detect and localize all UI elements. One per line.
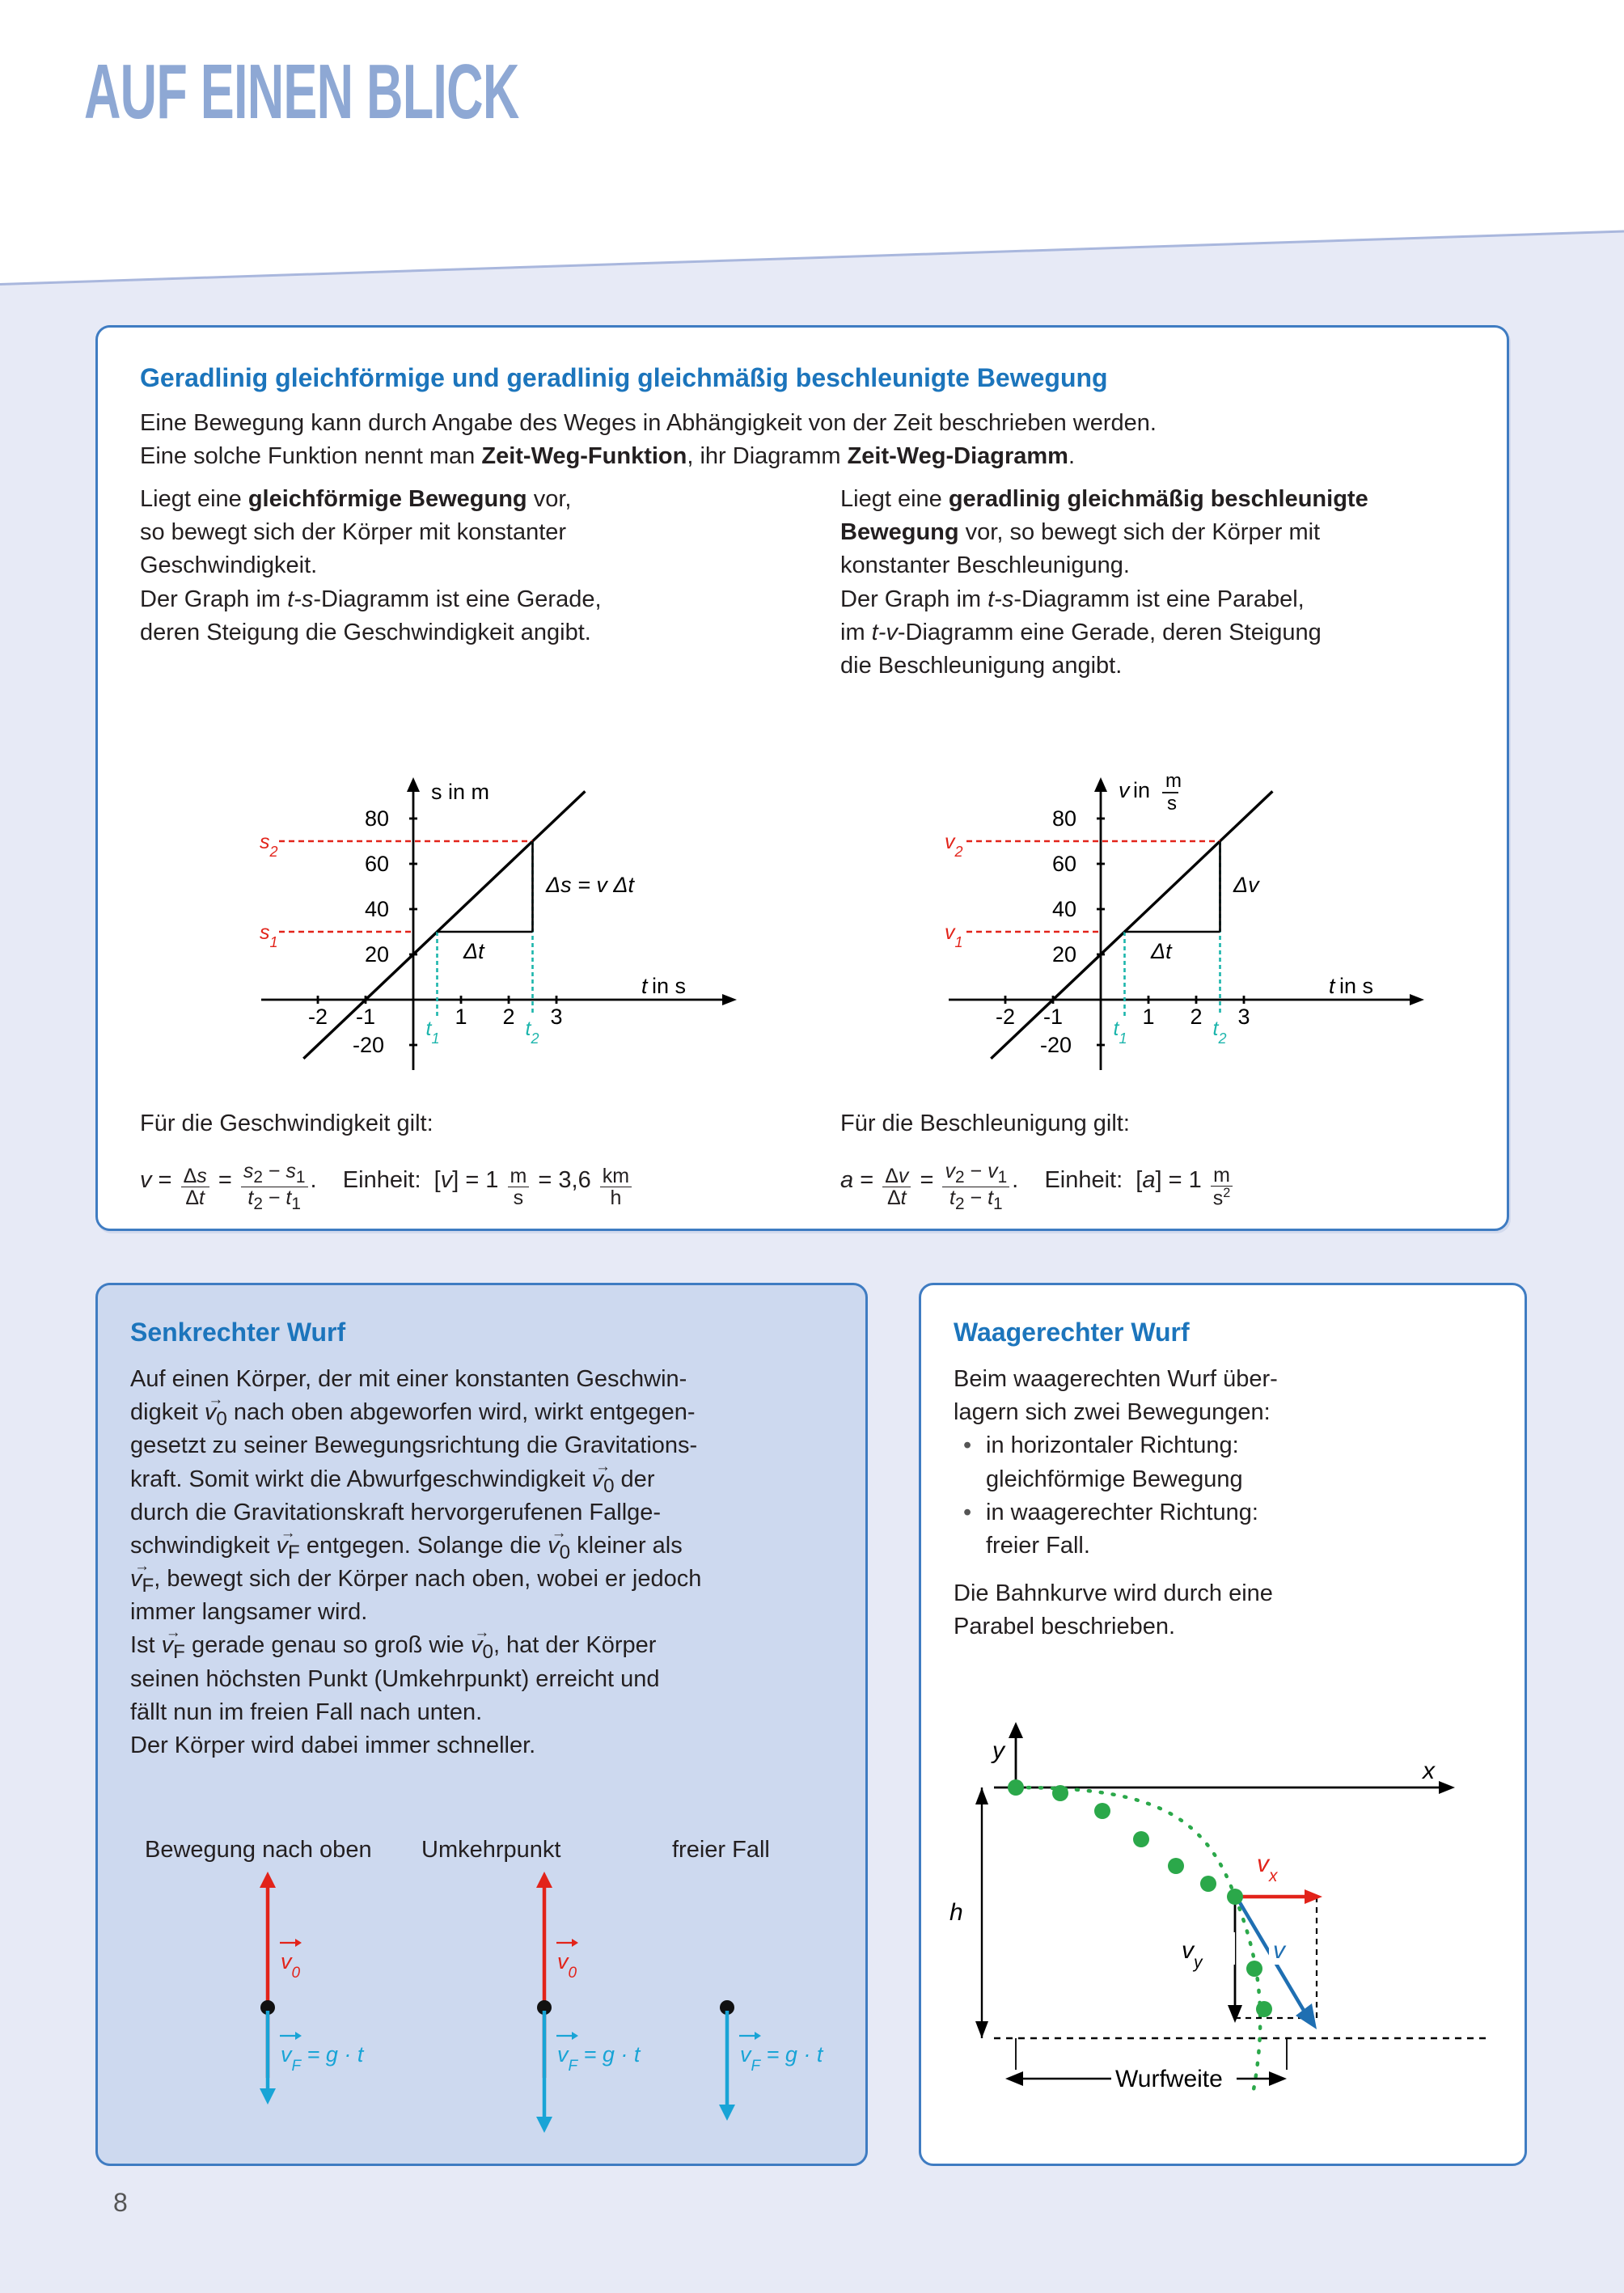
svg-text:60: 60 (365, 852, 389, 876)
svg-text:Wurfweite: Wurfweite (1115, 2066, 1223, 2092)
svg-text:in s: in s (1339, 974, 1373, 998)
svg-text:20: 20 (1052, 942, 1076, 967)
svg-text:in: in (1133, 778, 1150, 802)
svg-text:v0: v0 (557, 1949, 577, 1982)
svg-text:40: 40 (365, 897, 389, 921)
svg-text:3: 3 (1237, 1005, 1250, 1029)
svg-text:vF = g · t: vF = g · t (740, 2042, 824, 2075)
svg-text:80: 80 (1052, 806, 1076, 831)
svg-text:20: 20 (365, 942, 389, 967)
svg-text:t2: t2 (526, 1017, 539, 1047)
svg-text:-2: -2 (996, 1005, 1015, 1029)
svg-text:Δt: Δt (1150, 939, 1173, 963)
svg-text:t: t (641, 974, 649, 998)
svg-text:Δt: Δt (463, 939, 485, 963)
svg-text:2: 2 (1190, 1005, 1202, 1029)
svg-text:s1: s1 (260, 921, 278, 950)
svg-text:2: 2 (502, 1005, 514, 1029)
svg-text:vF = g · t: vF = g · t (557, 2042, 641, 2075)
svg-text:-1: -1 (356, 1005, 375, 1029)
svg-text:x: x (1421, 1758, 1436, 1784)
svg-text:1: 1 (1142, 1005, 1154, 1029)
svg-text:-20: -20 (353, 1033, 384, 1057)
svg-text:40: 40 (1052, 897, 1076, 921)
svg-text:t1: t1 (1114, 1017, 1127, 1047)
svg-text:s: s (1167, 793, 1177, 814)
svg-text:60: 60 (1052, 852, 1076, 876)
svg-text:h: h (949, 1899, 963, 1926)
svg-text:in s: in s (652, 974, 686, 998)
svg-text:v2: v2 (945, 831, 963, 860)
svg-text:-20: -20 (1040, 1033, 1072, 1057)
svg-text:Δv: Δv (1233, 873, 1260, 897)
svg-text:Δs = v Δt: Δs = v Δt (545, 873, 636, 897)
svg-text:v0: v0 (281, 1949, 301, 1982)
svg-text:80: 80 (365, 806, 389, 831)
svg-text:v1: v1 (945, 921, 963, 950)
svg-text:t2: t2 (1213, 1017, 1227, 1047)
svg-text:-2: -2 (308, 1005, 328, 1029)
svg-text:-1: -1 (1043, 1005, 1063, 1029)
svg-text:s in m: s in m (431, 780, 489, 804)
svg-text:3: 3 (550, 1005, 562, 1029)
svg-text:1: 1 (455, 1005, 467, 1029)
svg-text:vF = g · t: vF = g · t (281, 2042, 365, 2075)
svg-text:m: m (1165, 771, 1182, 792)
svg-text:y: y (991, 1737, 1006, 1764)
svg-text:v: v (1119, 778, 1131, 802)
svg-text:s2: s2 (260, 831, 278, 860)
svg-text:vx: vx (1257, 1851, 1279, 1885)
svg-text:v: v (1273, 1937, 1287, 1964)
svg-text:t: t (1329, 974, 1336, 998)
svg-text:t1: t1 (426, 1017, 440, 1047)
